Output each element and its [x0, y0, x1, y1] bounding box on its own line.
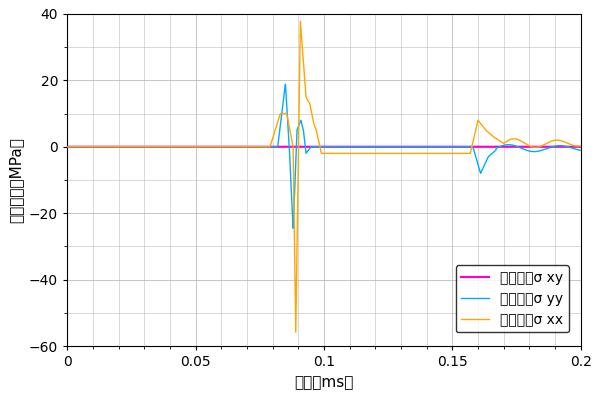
- 応力成分σ yy: [64, 144, 71, 149]
- 応力成分σ xy: [280, 144, 287, 149]
- 応力成分σ xy: [562, 144, 569, 149]
- Line: 応力成分σ yy: 応力成分σ yy: [67, 84, 581, 228]
- 応力成分σ xx: [562, 140, 569, 144]
- 応力成分σ yy: [437, 144, 444, 149]
- 応力成分σ yy: [282, 82, 289, 87]
- 応力成分σ xx: [437, 151, 444, 156]
- 応力成分σ yy: [290, 226, 297, 231]
- 応力成分σ yy: [280, 102, 287, 107]
- Y-axis label: 応力成分（MPa）: 応力成分（MPa）: [8, 137, 23, 223]
- 応力成分σ xx: [292, 330, 299, 335]
- 応力成分σ xx: [308, 109, 315, 114]
- 応力成分σ xy: [437, 144, 444, 149]
- 応力成分σ xx: [280, 111, 287, 116]
- 応力成分σ xy: [64, 144, 71, 149]
- 応力成分σ xx: [297, 19, 304, 23]
- 応力成分σ xx: [64, 144, 71, 149]
- 応力成分σ xy: [283, 144, 290, 149]
- 応力成分σ yy: [308, 144, 315, 149]
- 応力成分σ yy: [577, 148, 584, 153]
- 応力成分σ yy: [536, 148, 543, 153]
- 応力成分σ yy: [284, 109, 291, 114]
- X-axis label: 時刻（ms）: 時刻（ms）: [294, 375, 353, 390]
- 応力成分σ xy: [308, 144, 315, 149]
- 応力成分σ xx: [577, 144, 584, 148]
- 応力成分σ xx: [536, 144, 543, 149]
- Legend: 応力成分σ xy, 応力成分σ yy, 応力成分σ xx: 応力成分σ xy, 応力成分σ yy, 応力成分σ xx: [455, 265, 569, 332]
- 応力成分σ xx: [283, 113, 290, 117]
- 応力成分σ xy: [577, 144, 584, 149]
- 応力成分σ xy: [536, 144, 543, 149]
- Line: 応力成分σ xx: 応力成分σ xx: [67, 21, 581, 332]
- 応力成分σ yy: [562, 144, 569, 148]
